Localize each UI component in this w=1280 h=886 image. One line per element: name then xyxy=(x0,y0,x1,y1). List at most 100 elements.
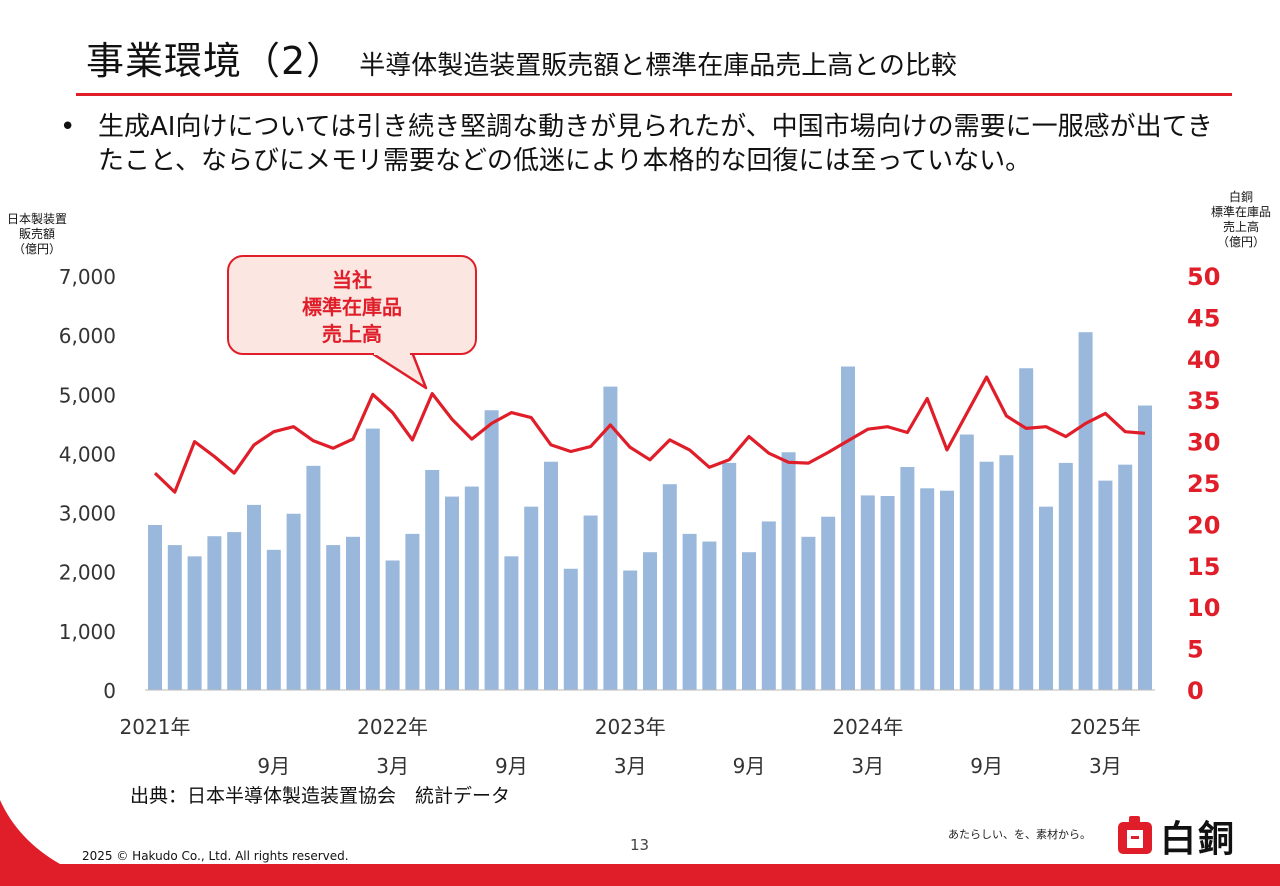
left-tick-label: 5,000 xyxy=(59,383,116,407)
bar xyxy=(563,568,578,690)
bar xyxy=(940,490,954,690)
bar xyxy=(979,461,994,690)
bullet-marker: • xyxy=(60,112,76,142)
left-axis-title-line: （億円） xyxy=(12,242,61,256)
bar xyxy=(405,533,420,690)
series-callout: 当社 標準在庫品 売上高 xyxy=(227,255,477,355)
bar xyxy=(227,532,242,690)
bar xyxy=(247,504,261,690)
bar xyxy=(464,486,479,690)
right-tick-label: 25 xyxy=(1187,470,1220,498)
right-tick-label: 5 xyxy=(1187,636,1204,664)
x-tick-label: 2021年 xyxy=(120,715,191,739)
x-tick-label: 2025年 xyxy=(1070,715,1141,739)
callout-line: 標準在庫品 xyxy=(302,295,402,319)
x-tick-label: 3月 xyxy=(376,754,409,778)
bar xyxy=(1019,368,1034,690)
right-axis-title-line: 白銅 xyxy=(1228,190,1253,204)
bar xyxy=(821,516,836,690)
bar xyxy=(662,484,677,690)
right-tick-label: 20 xyxy=(1187,511,1220,539)
x-tick-label: 9月 xyxy=(257,754,290,778)
left-tick-label: 4,000 xyxy=(59,442,116,466)
bar xyxy=(900,467,915,690)
x-tick-label: 2022年 xyxy=(357,715,428,739)
right-axis-title-line: （億円） xyxy=(1216,235,1265,249)
bar xyxy=(445,496,459,690)
left-axis-title-line: 日本製装置 xyxy=(6,212,67,226)
left-tick-label: 1,000 xyxy=(59,620,116,644)
bar xyxy=(385,560,400,690)
copyright: 2025 © Hakudo Co., Ltd. All rights reser… xyxy=(82,849,349,863)
bar xyxy=(504,556,519,690)
bar xyxy=(742,552,756,690)
page-number: 13 xyxy=(630,836,650,854)
bullet-text: 生成AI向けについては引き続き堅調な動きが見られたが、中国市場向けの需要に一服感… xyxy=(98,112,1213,176)
right-tick-label: 35 xyxy=(1187,387,1220,415)
left-tick-label: 6,000 xyxy=(59,324,116,348)
bar xyxy=(484,410,499,690)
bar xyxy=(801,536,816,690)
bar xyxy=(346,536,360,690)
x-tick-label: 9月 xyxy=(495,754,528,778)
bar xyxy=(1058,462,1073,690)
bar xyxy=(266,549,281,690)
bullet-point: • 生成AI向けについては引き続き堅調な動きが見られたが、中国市場向けの需要に一… xyxy=(60,110,1220,178)
footer-bar xyxy=(0,864,1280,886)
company-logo: 白銅 xyxy=(1116,810,1236,862)
bar xyxy=(702,541,717,690)
corner-decoration xyxy=(0,800,60,864)
right-axis-title: 白銅 標準在庫品 売上高 （億円） xyxy=(1200,190,1280,250)
tagline: あたらしい、を、素材から。 xyxy=(948,828,1091,841)
x-tick-label: 2023年 xyxy=(595,715,666,739)
bar xyxy=(603,386,618,690)
logo-mark-icon xyxy=(1118,816,1152,854)
bar xyxy=(425,469,440,690)
bar xyxy=(643,552,657,690)
x-tick-label: 3月 xyxy=(614,754,647,778)
bar xyxy=(860,495,875,690)
page-subtitle: 半導体製造装置販売額と標準在庫品売上高との比較 xyxy=(359,51,957,81)
bar xyxy=(920,488,935,690)
logo-text: 白銅 xyxy=(1160,819,1237,860)
bar xyxy=(781,452,796,690)
bar xyxy=(207,536,222,690)
bar xyxy=(722,462,737,690)
x-tick-label: 9月 xyxy=(733,754,766,778)
bar xyxy=(841,366,855,690)
bar xyxy=(306,465,321,690)
page-title: 事業環境（2） xyxy=(86,39,346,83)
bar xyxy=(880,496,895,690)
bar xyxy=(1098,480,1113,690)
callout-line: 当社 xyxy=(332,268,372,292)
bar xyxy=(326,545,341,690)
right-tick-label: 10 xyxy=(1187,594,1220,622)
bar xyxy=(524,506,539,690)
bar xyxy=(286,513,301,690)
bar xyxy=(583,515,598,690)
right-tick-label: 50 xyxy=(1187,263,1220,291)
left-tick-label: 2,000 xyxy=(59,561,116,585)
right-tick-label: 15 xyxy=(1187,553,1220,581)
bar xyxy=(365,428,380,690)
x-tick-label: 3月 xyxy=(851,754,884,778)
bar xyxy=(1138,405,1152,690)
bar xyxy=(1039,506,1053,690)
right-tick-label: 0 xyxy=(1187,677,1204,705)
bar xyxy=(544,461,558,690)
bar xyxy=(682,533,697,690)
bar xyxy=(1118,464,1133,690)
callout-line: 売上高 xyxy=(322,322,382,346)
left-tick-label: 7,000 xyxy=(59,265,116,289)
source-note: 出典：日本半導体製造装置協会 統計データ xyxy=(130,785,511,807)
bar xyxy=(623,570,638,690)
left-axis-title-line: 販売額 xyxy=(18,227,55,241)
x-tick-label: 2024年 xyxy=(832,715,903,739)
title-divider xyxy=(76,93,1232,96)
left-tick-label: 3,000 xyxy=(59,502,116,526)
right-tick-label: 30 xyxy=(1187,429,1220,457)
bar xyxy=(999,455,1014,690)
x-tick-label: 9月 xyxy=(970,754,1003,778)
